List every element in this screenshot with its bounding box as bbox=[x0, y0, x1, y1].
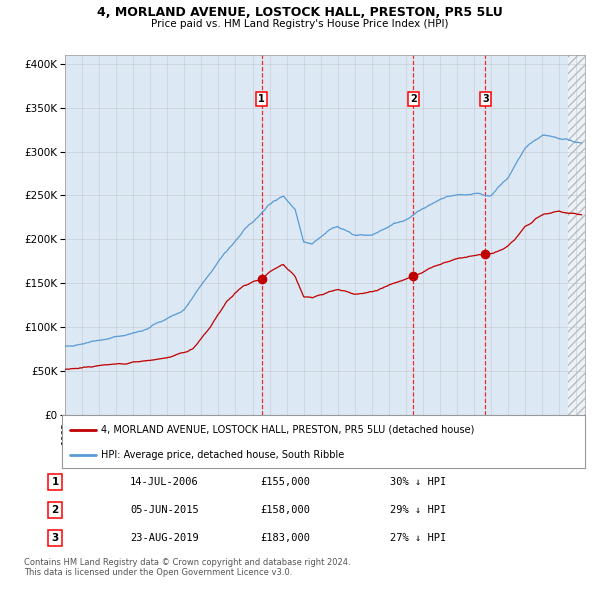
Text: 2: 2 bbox=[52, 505, 59, 515]
Text: Contains HM Land Registry data © Crown copyright and database right 2024.
This d: Contains HM Land Registry data © Crown c… bbox=[24, 558, 350, 578]
Text: 1: 1 bbox=[259, 94, 265, 104]
Text: 23-AUG-2019: 23-AUG-2019 bbox=[130, 533, 199, 543]
Text: 14-JUL-2006: 14-JUL-2006 bbox=[130, 477, 199, 487]
Text: 1: 1 bbox=[52, 477, 59, 487]
Bar bbox=[568, 55, 585, 415]
Text: £183,000: £183,000 bbox=[260, 533, 310, 543]
Text: 2: 2 bbox=[410, 94, 416, 104]
Text: 05-JUN-2015: 05-JUN-2015 bbox=[130, 505, 199, 515]
Text: 29% ↓ HPI: 29% ↓ HPI bbox=[390, 505, 446, 515]
Text: 27% ↓ HPI: 27% ↓ HPI bbox=[390, 533, 446, 543]
Text: 30% ↓ HPI: 30% ↓ HPI bbox=[390, 477, 446, 487]
Bar bbox=[568, 55, 585, 415]
Text: 4, MORLAND AVENUE, LOSTOCK HALL, PRESTON, PR5 5LU: 4, MORLAND AVENUE, LOSTOCK HALL, PRESTON… bbox=[97, 6, 503, 19]
Text: 3: 3 bbox=[52, 533, 59, 543]
Text: 3: 3 bbox=[482, 94, 488, 104]
Text: 4, MORLAND AVENUE, LOSTOCK HALL, PRESTON, PR5 5LU (detached house): 4, MORLAND AVENUE, LOSTOCK HALL, PRESTON… bbox=[101, 425, 475, 435]
Text: HPI: Average price, detached house, South Ribble: HPI: Average price, detached house, Sout… bbox=[101, 450, 344, 460]
Text: £158,000: £158,000 bbox=[260, 505, 310, 515]
Text: Price paid vs. HM Land Registry's House Price Index (HPI): Price paid vs. HM Land Registry's House … bbox=[151, 19, 449, 29]
Text: £155,000: £155,000 bbox=[260, 477, 310, 487]
